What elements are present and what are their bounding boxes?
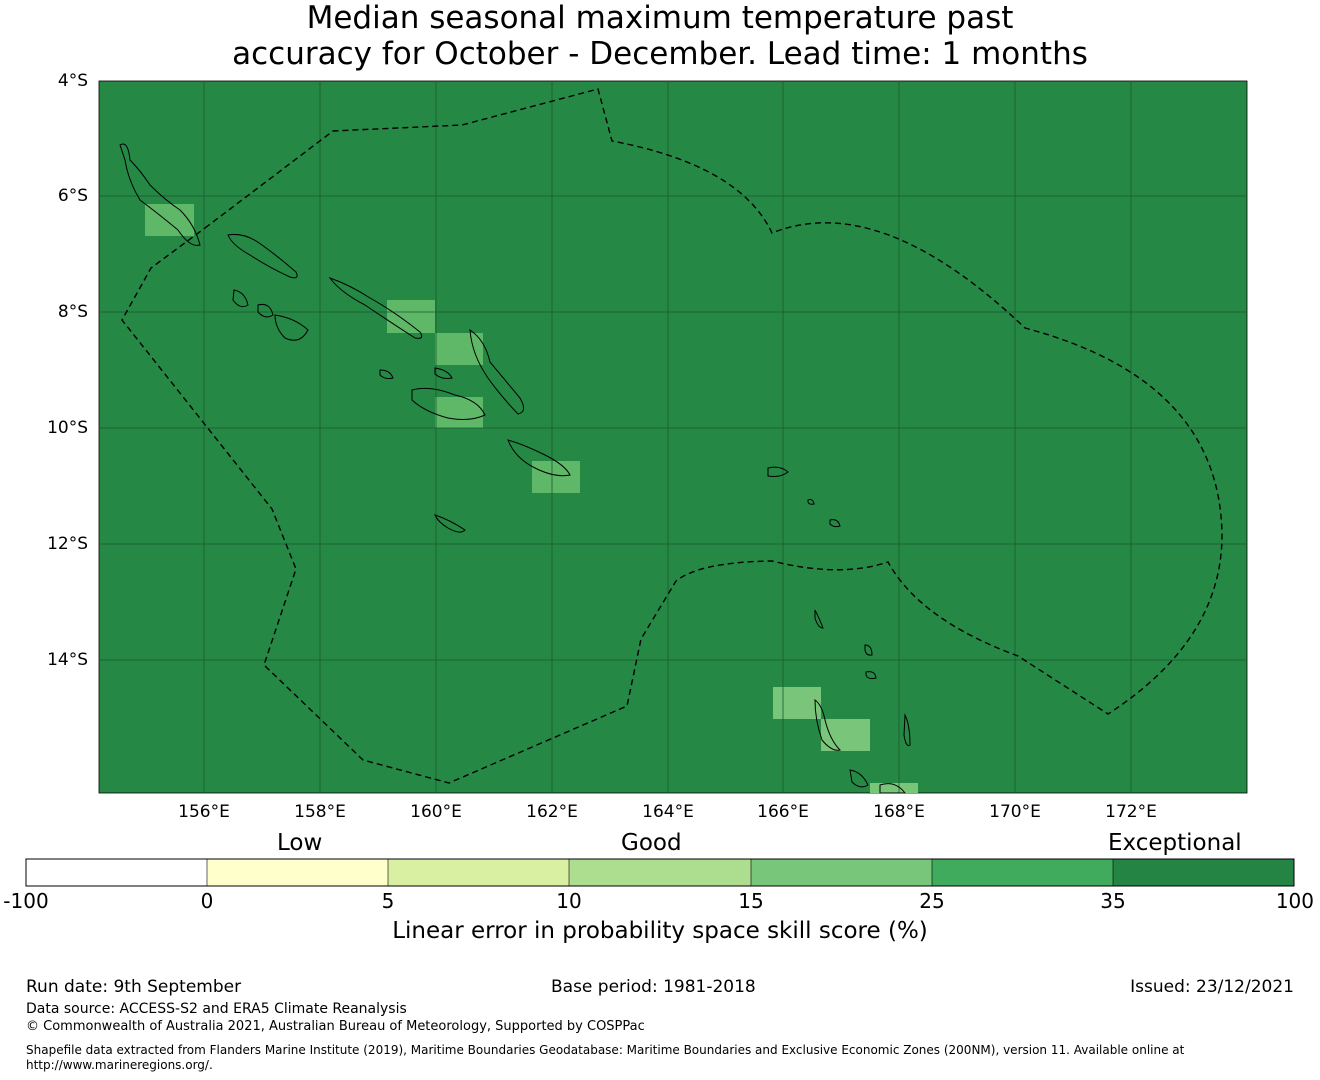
colorbar: [25, 858, 1295, 887]
title-line-2: accuracy for October - December. Lead ti…: [232, 36, 1088, 72]
colorbar-segment: [388, 859, 569, 886]
run-date: Run date: 9th September: [26, 977, 242, 997]
colorbar-tick: 100: [1275, 889, 1314, 913]
lon-label: 170°E: [989, 802, 1041, 822]
colorbar-segments: [26, 859, 1294, 886]
lat-label: 4°S: [57, 71, 88, 91]
colorbar-segment: [932, 859, 1113, 886]
colorbar-dividers: [206, 859, 1114, 886]
lat-label: 12°S: [47, 534, 88, 554]
lon-label: 166°E: [757, 802, 809, 822]
skill-cell: [821, 719, 870, 751]
issued-date: Issued: 23/12/2021: [1130, 977, 1294, 997]
lon-label: 162°E: [526, 802, 578, 822]
data-source: Data source: ACCESS-S2 and ERA5 Climate …: [26, 1001, 407, 1017]
skill-cell: [387, 300, 435, 333]
skill-cell: [145, 204, 194, 236]
colorbar-frame: [25, 858, 1295, 887]
skill-cells: [145, 204, 918, 793]
colorbar-tick: -100: [3, 889, 49, 913]
colorbar-segment: [569, 859, 751, 886]
colorbar-segment: [1113, 859, 1294, 886]
colorbar-tick: 5: [381, 889, 395, 913]
lat-label: 10°S: [47, 418, 88, 438]
copyright: © Commonwealth of Australia 2021, Austra…: [26, 1019, 645, 1034]
skill-cell: [435, 333, 483, 365]
lat-label: 8°S: [57, 302, 88, 322]
category-low: Low: [277, 830, 323, 856]
lon-label: 158°E: [294, 802, 346, 822]
colorbar-tick: 35: [1100, 889, 1126, 913]
colorbar-segment: [207, 859, 388, 886]
colorbar-tick: 0: [200, 889, 214, 913]
shapefile-credit-line-2: http://www.marineregions.org/.: [26, 1058, 213, 1072]
category-good: Good: [621, 830, 682, 856]
map-panel: 4°S 6°S 8°S 10°S 12°S 14°S 156°E 158°E 1…: [47, 71, 1248, 822]
map-title: Median seasonal maximum temperature past…: [0, 0, 1320, 72]
colorbar-tick: 10: [556, 889, 582, 913]
skill-cell: [532, 461, 580, 493]
colorbar-segment: [26, 859, 207, 886]
colorbar-tick: 25: [919, 889, 945, 913]
lon-label: 156°E: [178, 802, 230, 822]
category-exceptional: Exceptional: [1108, 830, 1242, 856]
map-svg: [98, 80, 1248, 794]
colorbar-title: Linear error in probability space skill …: [392, 918, 928, 944]
skill-cell: [870, 783, 918, 793]
lon-label: 168°E: [873, 802, 925, 822]
shapefile-credit-line-1: Shapefile data extracted from Flanders M…: [26, 1043, 1185, 1057]
colorbar-segment: [751, 859, 932, 886]
lat-label: 14°S: [47, 650, 88, 670]
lon-label: 160°E: [410, 802, 462, 822]
base-period: Base period: 1981-2018: [551, 977, 756, 997]
lon-label: 164°E: [642, 802, 694, 822]
skill-cell: [435, 397, 483, 428]
map-background: [98, 80, 1248, 794]
eez-boundary: [121, 88, 1223, 784]
lon-label: 172°E: [1105, 802, 1157, 822]
island-outlines: [119, 143, 911, 794]
skill-cell: [773, 687, 821, 719]
title-line-1: Median seasonal maximum temperature past: [306, 0, 1014, 36]
colorbar-tick: 15: [738, 889, 764, 913]
lat-label: 6°S: [57, 186, 88, 206]
gridlines: [99, 81, 1247, 793]
